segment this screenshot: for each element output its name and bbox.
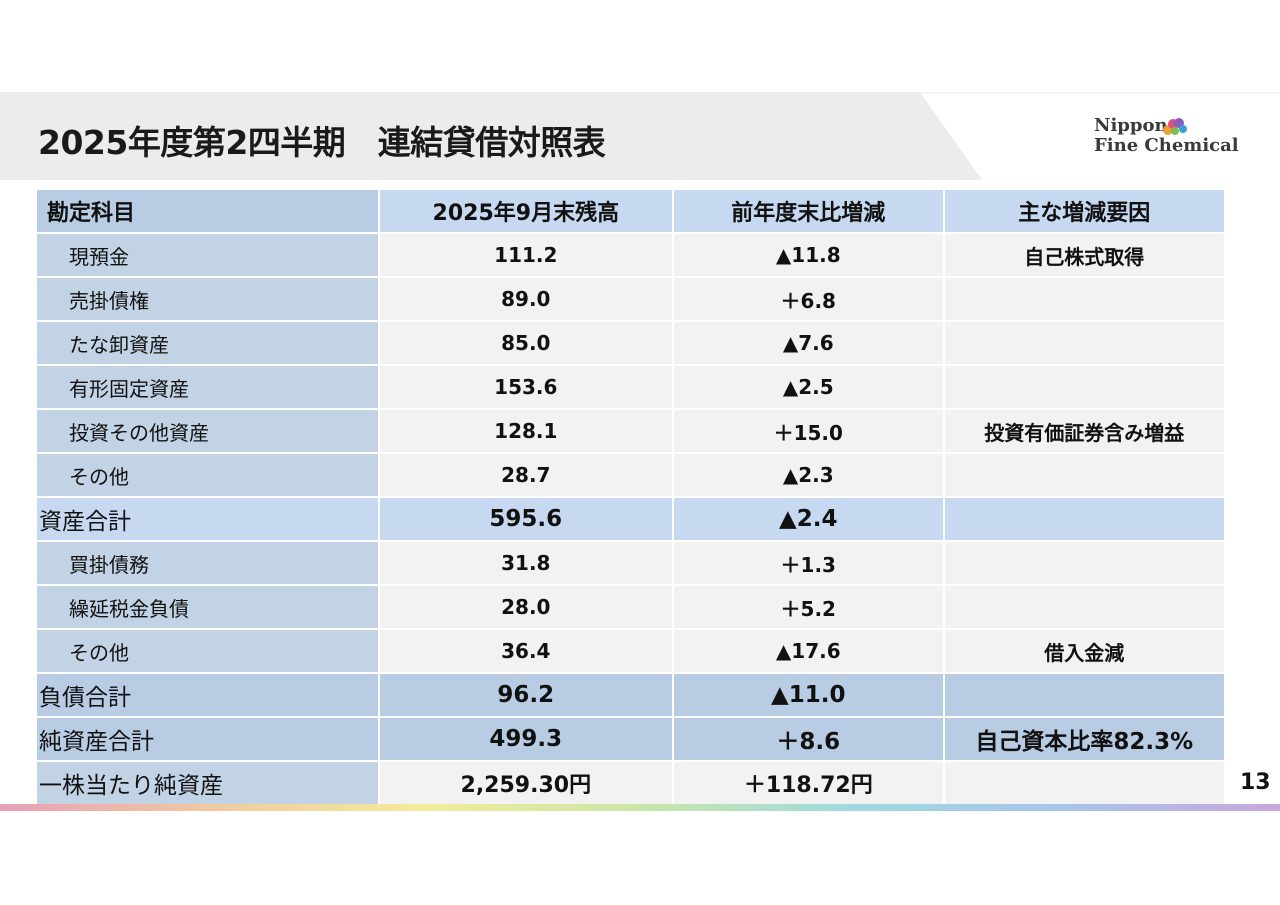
table-row: 純資産合計 499.3 ＋8.6 自己資本比率82.3% (37, 718, 1224, 760)
value-cell: 2,259.30円 (379, 762, 673, 804)
column-header: 勘定科目 (37, 190, 378, 232)
value-cell: 128.1 (379, 410, 673, 452)
column-header: 2025年9月末残高 (379, 190, 673, 232)
table-row: 投資その他資産 128.1 ＋15.0 投資有価証券含み増益 (37, 410, 1224, 452)
item-cell: 純資産合計 (37, 718, 378, 760)
table-row: 売掛債権 89.0 ＋6.8 (37, 278, 1224, 320)
value-cell: 自己資本比率82.3% (944, 718, 1224, 760)
value-cell: ▲2.5 (674, 366, 943, 408)
logo-icon (1163, 118, 1187, 135)
value-cell (944, 278, 1224, 320)
item-cell: その他 (37, 630, 378, 672)
value-cell: ▲17.6 (674, 630, 943, 672)
logo: Nippon Fine Chemical (1094, 116, 1239, 156)
value-cell (944, 498, 1224, 540)
value-cell: 31.8 (379, 542, 673, 584)
item-cell: 投資その他資産 (37, 410, 378, 452)
value-cell: ▲11.0 (674, 674, 943, 716)
value-cell (944, 542, 1224, 584)
header-band (0, 92, 1280, 180)
value-cell: 自己株式取得 (944, 234, 1224, 276)
table-row: 一株当たり純資産 2,259.30円 ＋118.72円 (37, 762, 1224, 804)
value-cell (944, 322, 1224, 364)
value-cell: 96.2 (379, 674, 673, 716)
item-cell: 一株当たり純資産 (37, 762, 378, 804)
value-cell (944, 674, 1224, 716)
value-cell: 28.7 (379, 454, 673, 496)
balance-table: 勘定科目 2025年9月末残高 前年度末比増減 主な増減要因 現預金 111.2 ▲11.… (35, 188, 1226, 806)
table-row: たな卸資産 85.0 ▲7.6 (37, 322, 1224, 364)
item-cell: 現預金 (37, 234, 378, 276)
item-cell: 有形固定資産 (37, 366, 378, 408)
header-row: 勘定科目 2025年9月末残高 前年度末比増減 主な増減要因 (37, 190, 1224, 232)
value-cell: ＋8.6 (674, 718, 943, 760)
item-cell: 売掛債権 (37, 278, 378, 320)
value-cell: 36.4 (379, 630, 673, 672)
item-cell: 負債合計 (37, 674, 378, 716)
value-cell (944, 366, 1224, 408)
value-cell: 借入金減 (944, 630, 1224, 672)
page-number: 13 (1240, 770, 1271, 795)
value-cell: 111.2 (379, 234, 673, 276)
logo-text: Nippon (1094, 115, 1168, 136)
column-header: 主な増減要因 (944, 190, 1224, 232)
item-cell: 繰延税金負債 (37, 586, 378, 628)
table-row: その他 28.7 ▲2.3 (37, 454, 1224, 496)
column-header: 前年度末比増減 (674, 190, 943, 232)
value-cell: ＋6.8 (674, 278, 943, 320)
value-cell: ＋15.0 (674, 410, 943, 452)
item-cell: その他 (37, 454, 378, 496)
value-cell: 499.3 (379, 718, 673, 760)
table-row: 負債合計 96.2 ▲11.0 (37, 674, 1224, 716)
footer-line (0, 804, 1280, 811)
value-cell: 85.0 (379, 322, 673, 364)
table-row: 資産合計 595.6 ▲2.4 (37, 498, 1224, 540)
value-cell: 89.0 (379, 278, 673, 320)
logo-text: Fine Chemical (1094, 135, 1239, 156)
table-row: 買掛債務 31.8 ＋1.3 (37, 542, 1224, 584)
item-cell: 資産合計 (37, 498, 378, 540)
value-cell: 28.0 (379, 586, 673, 628)
item-cell: たな卸資産 (37, 322, 378, 364)
value-cell: ▲7.6 (674, 322, 943, 364)
value-cell: 投資有価証券含み増益 (944, 410, 1224, 452)
value-cell: ▲11.8 (674, 234, 943, 276)
value-cell (944, 586, 1224, 628)
value-cell: ＋1.3 (674, 542, 943, 584)
table-row: 繰延税金負債 28.0 ＋5.2 (37, 586, 1224, 628)
value-cell: ＋5.2 (674, 586, 943, 628)
value-cell (944, 762, 1224, 804)
value-cell: ▲2.4 (674, 498, 943, 540)
table-row: その他 36.4 ▲17.6 借入金減 (37, 630, 1224, 672)
value-cell (944, 454, 1224, 496)
slide-title: 2025年度第2四半期 連結貸借対照表 (38, 123, 606, 162)
value-cell: ＋118.72円 (674, 762, 943, 804)
value-cell: 153.6 (379, 366, 673, 408)
value-cell: ▲2.3 (674, 454, 943, 496)
value-cell: 595.6 (379, 498, 673, 540)
table-row: 現預金 111.2 ▲11.8 自己株式取得 (37, 234, 1224, 276)
table-row: 有形固定資産 153.6 ▲2.5 (37, 366, 1224, 408)
item-cell: 買掛債務 (37, 542, 378, 584)
